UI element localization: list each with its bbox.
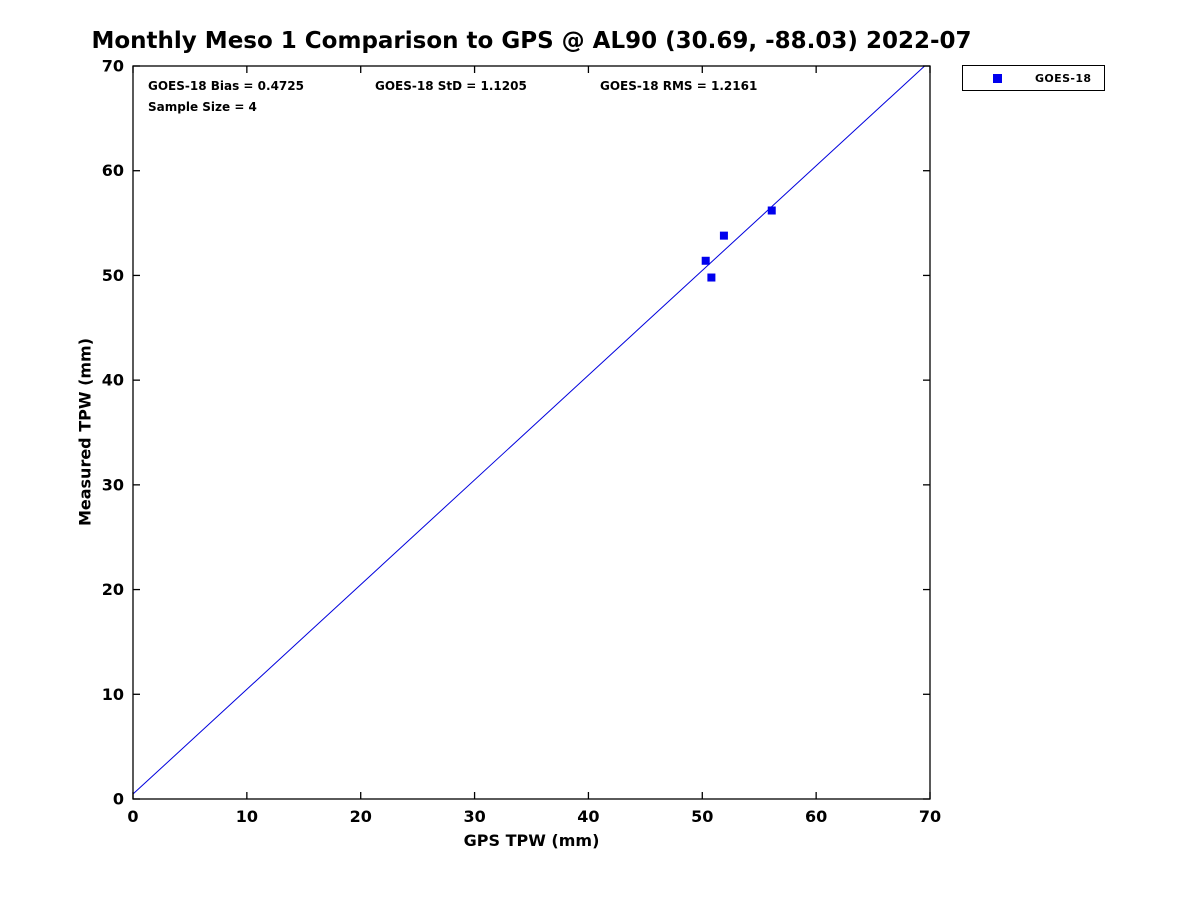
data-point-marker <box>719 231 728 240</box>
x-tick-label: 0 <box>127 807 138 826</box>
y-tick-label: 40 <box>102 371 124 390</box>
y-axis-label: Measured TPW (mm) <box>75 337 95 527</box>
plot-box <box>132 65 931 800</box>
x-tick-label: 60 <box>805 807 827 826</box>
x-tick-label: 40 <box>577 807 599 826</box>
x-tick-label: 30 <box>463 807 485 826</box>
legend-label: GOES-18 <box>1035 71 1092 85</box>
y-tick-label: 30 <box>102 475 124 494</box>
stat-sample-size: Sample Size = 4 <box>148 100 257 114</box>
data-point-marker <box>701 256 710 265</box>
legend: GOES-18 <box>962 65 1105 91</box>
y-tick-label: 50 <box>102 266 124 285</box>
stat-bias: GOES-18 Bias = 0.4725 <box>148 79 304 93</box>
data-point-marker <box>707 273 716 282</box>
chart-title: Monthly Meso 1 Comparison to GPS @ AL90 … <box>91 28 972 54</box>
y-tick-label: 0 <box>113 790 124 809</box>
x-tick-label: 70 <box>919 807 941 826</box>
y-tick-label: 10 <box>102 685 124 704</box>
data-point-marker <box>767 206 776 215</box>
stat-rms: GOES-18 RMS = 1.2161 <box>600 79 758 93</box>
y-tick-label: 20 <box>102 580 124 599</box>
y-tick-label: 60 <box>102 161 124 180</box>
legend-marker-icon <box>993 73 1002 83</box>
y-tick-label: 70 <box>102 57 124 76</box>
x-tick-label: 20 <box>350 807 372 826</box>
x-tick-label: 50 <box>691 807 713 826</box>
x-tick-label: 10 <box>236 807 258 826</box>
fit-line <box>132 65 925 795</box>
x-axis-label: GPS TPW (mm) <box>463 831 600 850</box>
stat-std: GOES-18 StD = 1.1205 <box>375 79 527 93</box>
